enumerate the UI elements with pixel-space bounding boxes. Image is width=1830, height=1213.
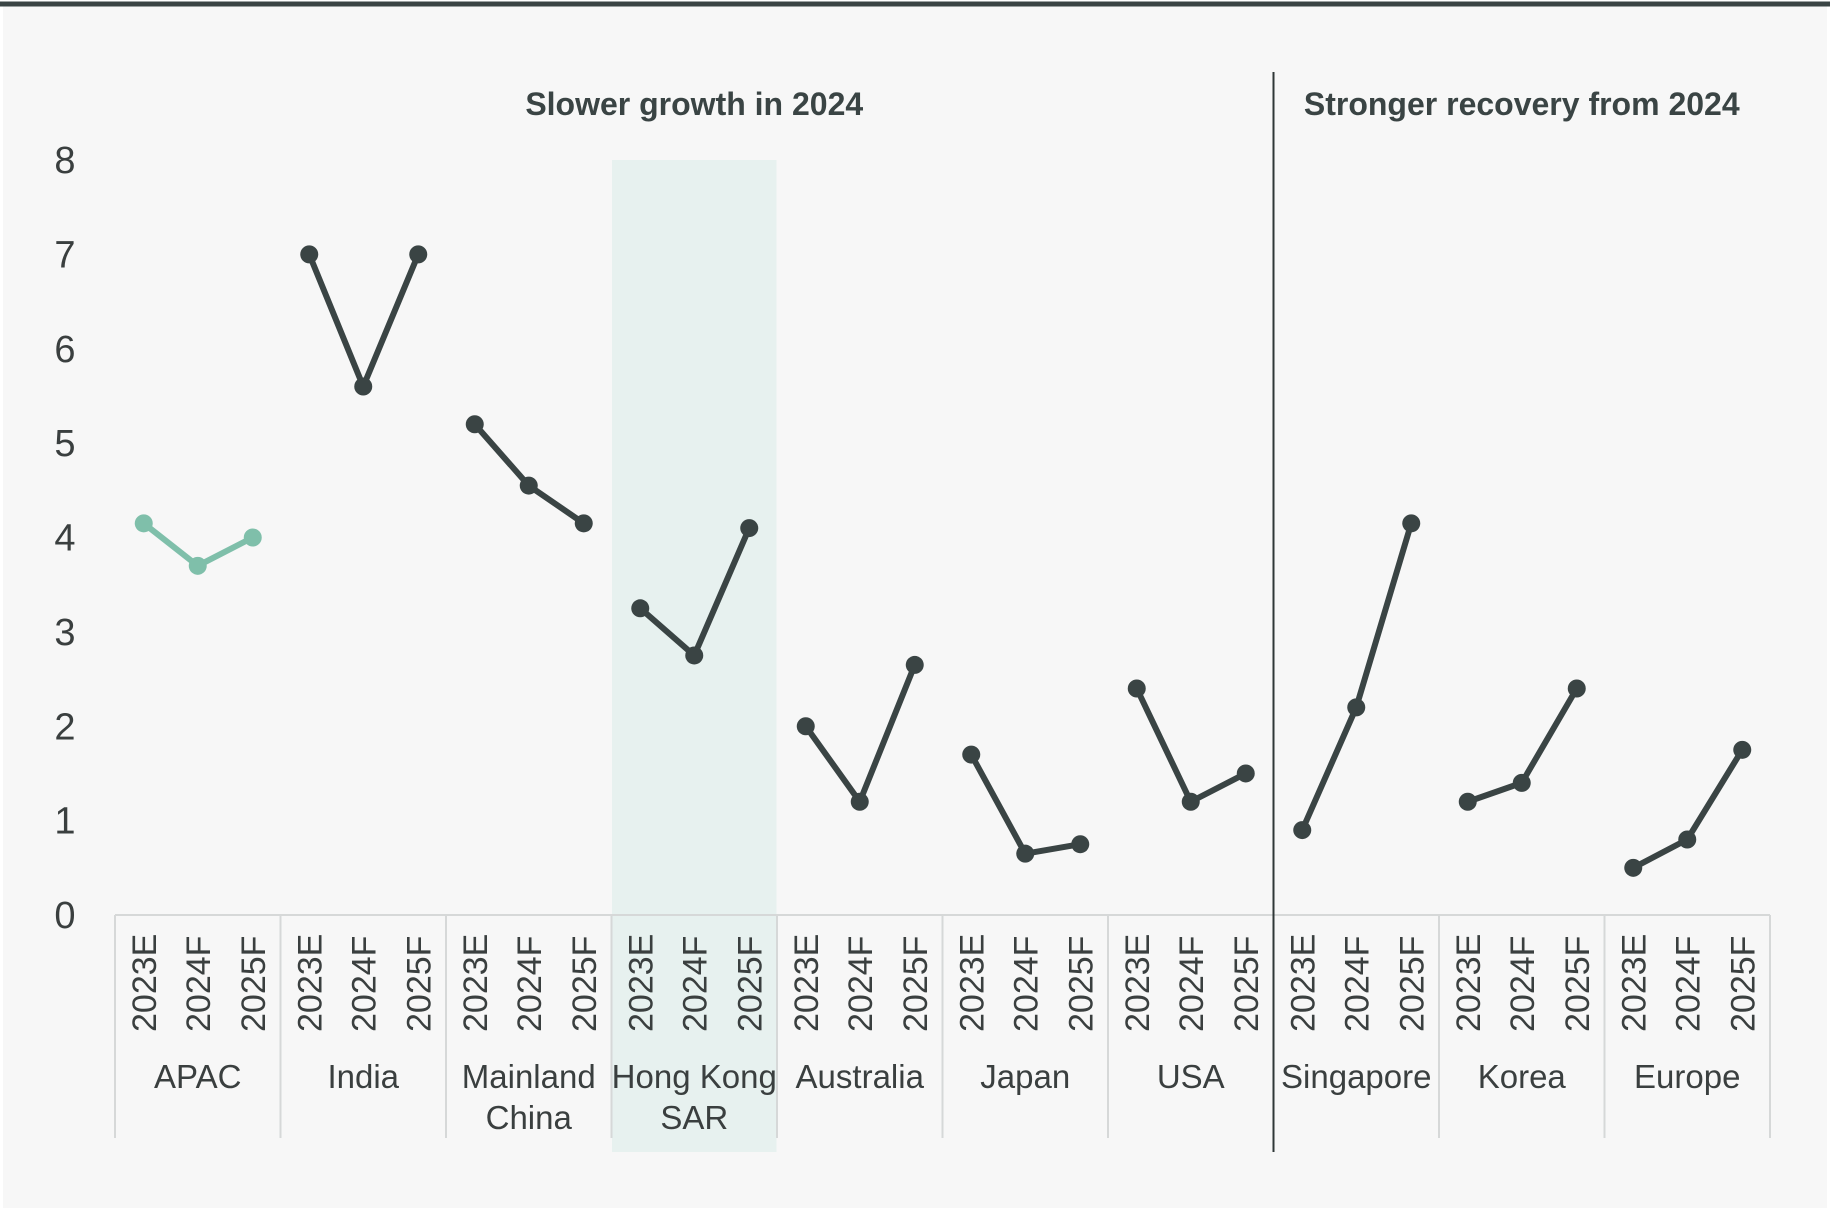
x-tick-label: 2023E <box>291 934 329 1032</box>
data-point-apac-2025f <box>243 528 262 547</box>
y-tick-label: 3 <box>54 612 75 654</box>
group-label-line: China <box>486 1099 573 1136</box>
x-tick-label: 2024F <box>345 936 383 1032</box>
group-label-apac: APAC <box>154 1058 241 1095</box>
x-tick-label: 2023E <box>126 934 164 1032</box>
section-label: Stronger recovery from 2024 <box>1304 86 1740 122</box>
data-point-singapore-2025f <box>1402 514 1421 533</box>
group-label-singapore: Singapore <box>1281 1058 1431 1095</box>
x-tick-label: 2025F <box>1228 936 1266 1032</box>
group-label-line: Mainland <box>462 1058 596 1095</box>
x-tick-label: 2024F <box>1504 936 1542 1032</box>
group-label-line: Australia <box>796 1058 925 1095</box>
x-tick-label: 2025F <box>235 936 273 1032</box>
group-label-line: SAR <box>660 1099 728 1136</box>
y-tick-label: 4 <box>54 518 75 560</box>
data-point-europe-2024f <box>1678 830 1697 849</box>
group-label-usa: USA <box>1157 1058 1225 1095</box>
data-point-singapore-2024f <box>1347 698 1366 717</box>
group-label-line: Korea <box>1478 1058 1567 1095</box>
data-point-india-2023e <box>300 245 319 264</box>
data-point-japan-2025f <box>1071 835 1090 854</box>
group-label-korea: Korea <box>1478 1058 1567 1095</box>
data-point-india-2024f <box>354 377 373 396</box>
group-label-line: Singapore <box>1281 1058 1431 1095</box>
data-point-japan-2023e <box>962 745 981 764</box>
x-tick-label: 2023E <box>457 934 495 1032</box>
x-tick-label: 2025F <box>1393 936 1431 1032</box>
data-point-australia-2024f <box>850 792 869 811</box>
group-label-india: India <box>327 1058 399 1095</box>
y-tick-label: 8 <box>54 140 75 182</box>
data-point-apac-2024f <box>188 556 207 575</box>
group-label-europe: Europe <box>1634 1058 1740 1095</box>
x-tick-label: 2025F <box>731 936 769 1032</box>
y-tick-label: 5 <box>54 423 75 465</box>
group-label-mainland-china: Mainland China <box>462 1058 596 1136</box>
data-point-usa-2024f <box>1181 792 1200 811</box>
data-point-mainland-china-2023e <box>465 415 484 434</box>
data-point-australia-2025f <box>905 655 924 674</box>
data-point-korea-2023e <box>1458 792 1477 811</box>
y-tick-label: 7 <box>54 234 75 276</box>
x-tick-label: 2024F <box>180 936 218 1032</box>
group-label-hong-kong-sar: Hong Kong SAR <box>612 1058 777 1136</box>
data-point-usa-2025f <box>1236 764 1255 783</box>
x-tick-label: 2025F <box>1062 936 1100 1032</box>
data-point-hong-kong-sar-2024f <box>685 646 704 665</box>
x-tick-label: 2024F <box>676 936 714 1032</box>
x-tick-label: 2023E <box>1450 934 1488 1032</box>
group-label-line: APAC <box>154 1058 241 1095</box>
x-tick-label: 2025F <box>897 936 935 1032</box>
data-point-korea-2025f <box>1567 679 1586 698</box>
group-label-line: Hong Kong <box>612 1058 777 1095</box>
data-point-hong-kong-sar-2025f <box>740 519 759 538</box>
data-point-europe-2025f <box>1733 740 1752 759</box>
data-point-usa-2023e <box>1127 679 1146 698</box>
data-point-australia-2023e <box>796 717 815 736</box>
x-tick-label: 2023E <box>788 934 826 1032</box>
x-tick-label: 2024F <box>1338 936 1376 1032</box>
data-point-korea-2024f <box>1512 773 1531 792</box>
data-point-india-2025f <box>409 245 428 264</box>
x-tick-label: 2023E <box>1615 934 1653 1032</box>
x-tick-label: 2025F <box>1559 936 1597 1032</box>
x-tick-label: 2024F <box>511 936 549 1032</box>
x-tick-label: 2024F <box>1173 936 1211 1032</box>
group-label-line: Japan <box>980 1058 1070 1095</box>
section-label: Slower growth in 2024 <box>525 86 863 122</box>
x-tick-label: 2025F <box>1724 936 1762 1032</box>
x-tick-label: 2023E <box>622 934 660 1032</box>
group-label-australia: Australia <box>796 1058 925 1095</box>
data-point-hong-kong-sar-2023e <box>631 599 650 618</box>
data-point-mainland-china-2024f <box>519 476 538 495</box>
x-tick-label: 2025F <box>400 936 438 1032</box>
data-point-europe-2023e <box>1624 858 1643 877</box>
chart-background <box>3 5 1827 1208</box>
x-tick-label: 2023E <box>953 934 991 1032</box>
x-tick-label: 2025F <box>566 936 604 1032</box>
group-label-line: Europe <box>1634 1058 1740 1095</box>
y-tick-label: 6 <box>54 329 75 371</box>
x-tick-label: 2024F <box>1007 936 1045 1032</box>
x-tick-label: 2023E <box>1119 934 1157 1032</box>
group-label-line: India <box>327 1058 399 1095</box>
data-point-mainland-china-2025f <box>574 514 593 533</box>
group-label-japan: Japan <box>980 1058 1070 1095</box>
data-point-japan-2024f <box>1016 844 1035 863</box>
x-tick-label: 2023E <box>1284 934 1322 1032</box>
x-tick-label: 2024F <box>1669 936 1707 1032</box>
data-point-singapore-2023e <box>1293 821 1312 840</box>
data-point-apac-2023e <box>134 514 153 533</box>
y-tick-label: 0 <box>54 895 75 937</box>
group-label-line: USA <box>1157 1058 1225 1095</box>
y-tick-label: 1 <box>54 801 75 843</box>
x-tick-label: 2024F <box>842 936 880 1032</box>
y-tick-label: 2 <box>54 706 75 748</box>
